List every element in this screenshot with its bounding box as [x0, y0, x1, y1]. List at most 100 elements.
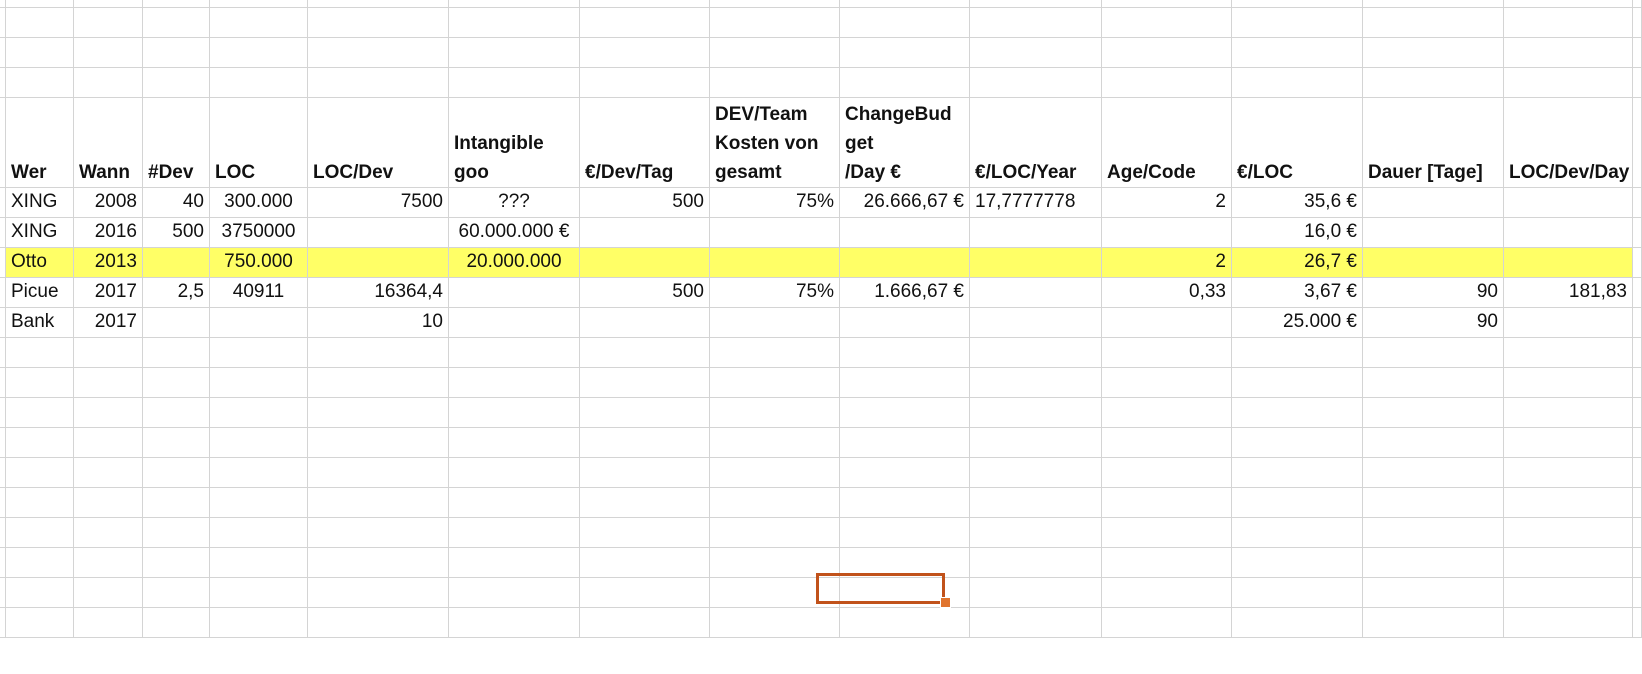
cell-r2-c3[interactable]: [143, 38, 210, 68]
table-cell[interactable]: 26,7 €: [1232, 248, 1363, 278]
cell-r19-c6[interactable]: [449, 608, 580, 638]
cell-r16-c0[interactable]: [0, 518, 6, 548]
cell-r18-c11[interactable]: [1102, 578, 1232, 608]
cell-r15-c12[interactable]: [1232, 488, 1363, 518]
cell-r10-c1[interactable]: [6, 338, 74, 368]
cell-r14-c10[interactable]: [970, 458, 1102, 488]
cell-r10-c7[interactable]: [580, 338, 710, 368]
table-cell[interactable]: 75%: [710, 188, 840, 218]
cell-r18-c7[interactable]: [580, 578, 710, 608]
cell-r1-c0[interactable]: [0, 8, 6, 38]
cell-r19-c2[interactable]: [74, 608, 143, 638]
cell-r10-c4[interactable]: [210, 338, 308, 368]
cell-r1-c10[interactable]: [970, 8, 1102, 38]
table-cell[interactable]: 181,83: [1504, 278, 1633, 308]
cell-r11-c3[interactable]: [143, 368, 210, 398]
table-cell[interactable]: [710, 308, 840, 338]
cell-r2-c9[interactable]: [840, 38, 970, 68]
cell-r0-c7[interactable]: [580, 0, 710, 8]
cell-r10-c8[interactable]: [710, 338, 840, 368]
table-cell[interactable]: [308, 248, 449, 278]
table-cell[interactable]: [970, 218, 1102, 248]
table-cell[interactable]: 2,5: [143, 278, 210, 308]
cell-r2-c5[interactable]: [308, 38, 449, 68]
cell-r0-c6[interactable]: [449, 0, 580, 8]
cell-r3-c7[interactable]: [580, 68, 710, 98]
cell-r14-c8[interactable]: [710, 458, 840, 488]
cell-r3-c2[interactable]: [74, 68, 143, 98]
cell-r15-c5[interactable]: [308, 488, 449, 518]
cell-r2-c0[interactable]: [0, 38, 6, 68]
cell-r12-c5[interactable]: [308, 398, 449, 428]
cell-r10-c13[interactable]: [1363, 338, 1504, 368]
table-cell[interactable]: [970, 248, 1102, 278]
cell-r16-c15[interactable]: [1633, 518, 1642, 548]
table-cell[interactable]: [1102, 308, 1232, 338]
cell-r0-c1[interactable]: [6, 0, 74, 8]
cell-r8-c15[interactable]: [1633, 278, 1642, 308]
cell-r11-c8[interactable]: [710, 368, 840, 398]
cell-r2-c1[interactable]: [6, 38, 74, 68]
cell-r0-c5[interactable]: [308, 0, 449, 8]
cell-r7-c15[interactable]: [1633, 248, 1642, 278]
cell-r18-c8[interactable]: [710, 578, 840, 608]
table-cell[interactable]: 1.666,67 €: [840, 278, 970, 308]
cell-r14-c13[interactable]: [1363, 458, 1504, 488]
cell-r10-c0[interactable]: [0, 338, 6, 368]
cell-r19-c15[interactable]: [1633, 608, 1642, 638]
cell-r19-c1[interactable]: [6, 608, 74, 638]
table-cell[interactable]: 35,6 €: [1232, 188, 1363, 218]
cell-r10-c12[interactable]: [1232, 338, 1363, 368]
cell-r19-c12[interactable]: [1232, 608, 1363, 638]
cell-r10-c14[interactable]: [1504, 338, 1633, 368]
cell-r16-c2[interactable]: [74, 518, 143, 548]
cell-r11-c1[interactable]: [6, 368, 74, 398]
cell-r14-c2[interactable]: [74, 458, 143, 488]
cell-r3-c13[interactable]: [1363, 68, 1504, 98]
table-cell[interactable]: 500: [143, 218, 210, 248]
cell-r3-c14[interactable]: [1504, 68, 1633, 98]
cell-r16-c14[interactable]: [1504, 518, 1633, 548]
cell-r1-c2[interactable]: [74, 8, 143, 38]
table-cell[interactable]: [840, 308, 970, 338]
cell-r2-c8[interactable]: [710, 38, 840, 68]
cell-r3-c15[interactable]: [1633, 68, 1642, 98]
table-cell[interactable]: 40: [143, 188, 210, 218]
cell-r17-c0[interactable]: [0, 548, 6, 578]
cell-r14-c9[interactable]: [840, 458, 970, 488]
cell-r8-c0[interactable]: [0, 278, 6, 308]
table-cell[interactable]: XING: [6, 218, 74, 248]
table-cell[interactable]: 750.000: [210, 248, 308, 278]
cell-r15-c7[interactable]: [580, 488, 710, 518]
cell-r10-c5[interactable]: [308, 338, 449, 368]
cell-r2-c7[interactable]: [580, 38, 710, 68]
cell-r15-c14[interactable]: [1504, 488, 1633, 518]
cell-r17-c12[interactable]: [1232, 548, 1363, 578]
cell-r18-c6[interactable]: [449, 578, 580, 608]
cell-r14-c4[interactable]: [210, 458, 308, 488]
cell-r13-c10[interactable]: [970, 428, 1102, 458]
cell-r13-c9[interactable]: [840, 428, 970, 458]
table-cell[interactable]: [970, 278, 1102, 308]
cell-r18-c4[interactable]: [210, 578, 308, 608]
table-cell[interactable]: 20.000.000: [449, 248, 580, 278]
table-cell[interactable]: 2016: [74, 218, 143, 248]
cell-r17-c9[interactable]: [840, 548, 970, 578]
cell-r0-c14[interactable]: [1504, 0, 1633, 8]
table-cell[interactable]: [580, 218, 710, 248]
column-header[interactable]: ChangeBud get /Day €: [840, 98, 970, 188]
table-cell[interactable]: 40911: [210, 278, 308, 308]
column-header[interactable]: €/Dev/Tag: [580, 98, 710, 188]
cell-r5-c15[interactable]: [1633, 188, 1642, 218]
column-header[interactable]: LOC/Dev/Day: [1504, 98, 1633, 188]
cell-r13-c2[interactable]: [74, 428, 143, 458]
cell-r12-c7[interactable]: [580, 398, 710, 428]
cell-r0-c9[interactable]: [840, 0, 970, 8]
cell-r2-c14[interactable]: [1504, 38, 1633, 68]
cell-r17-c4[interactable]: [210, 548, 308, 578]
cell-r2-c2[interactable]: [74, 38, 143, 68]
cell-r16-c12[interactable]: [1232, 518, 1363, 548]
cell-r17-c5[interactable]: [308, 548, 449, 578]
cell-r17-c1[interactable]: [6, 548, 74, 578]
cell-r2-c11[interactable]: [1102, 38, 1232, 68]
